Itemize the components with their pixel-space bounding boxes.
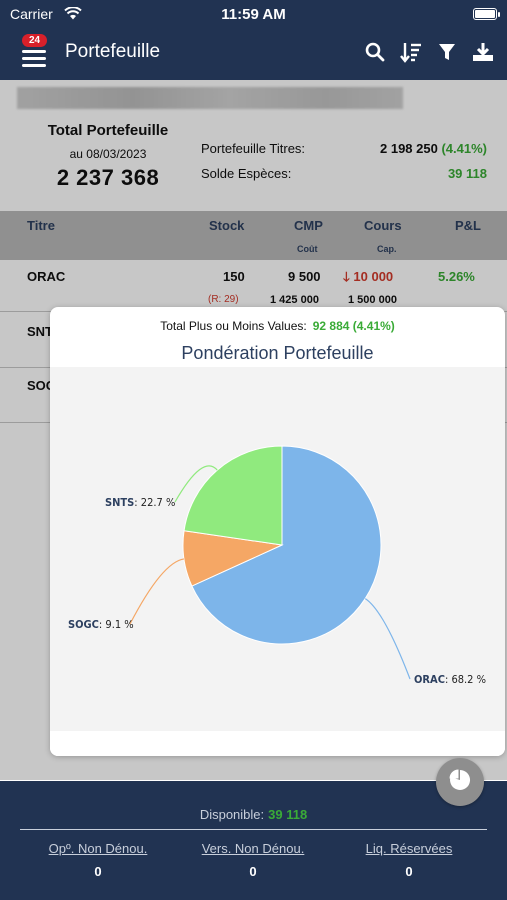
battery-icon [473, 8, 500, 20]
row-stock: 150 [223, 269, 245, 284]
pv-label: Total Plus ou Moins Values: [160, 319, 307, 333]
total-value: 2 237 368 [56, 165, 160, 190]
search-icon[interactable] [363, 40, 387, 64]
weighting-popup: Total Plus ou Moins Values: 92 884 (4.41%… [50, 307, 505, 756]
nav-bar: 24 Portefeuille [0, 32, 507, 72]
account-name-blurred [17, 87, 403, 109]
row-reserve: (R: 29) [208, 294, 239, 305]
plus-minus-values: Total Plus ou Moins Values: 92 884 (4.41%… [50, 319, 505, 333]
header-pl[interactable]: P&L [455, 218, 481, 233]
row-pl: 5.26% [438, 269, 475, 284]
row-cap: 1 500 000 [348, 294, 397, 306]
download-icon[interactable] [471, 40, 495, 64]
chart-title: Pondération Portefeuille [181, 343, 374, 363]
available-balance: Disponible: 39 118 [0, 807, 507, 822]
carrier-label: Carrier [10, 6, 53, 22]
row-cours-value: 10 000 [353, 269, 394, 284]
connector-sogc [129, 558, 185, 625]
securities-amount: 2 198 250 [380, 141, 438, 156]
wifi-icon [64, 6, 82, 23]
pending-deposits-link[interactable]: Vers. Non Dénou. [201, 841, 305, 856]
slice-label-sogc: SOGC: 9.1 % [68, 618, 134, 631]
header-cout: Coût [297, 244, 318, 254]
menu-icon-line [22, 57, 46, 60]
header-cmp[interactable]: CMP [294, 218, 323, 233]
pending-operations-value: 0 [94, 864, 102, 879]
connector-snts [174, 465, 218, 503]
header-cap: Cap. [377, 244, 397, 254]
popup-footer [50, 731, 505, 756]
status-bar: Carrier 11:59 AM [10, 6, 500, 24]
header-stock[interactable]: Stock [209, 218, 245, 233]
slice-label-orac: ORAC: 68.2 % [414, 673, 486, 686]
row-titre: ORAC [27, 269, 66, 284]
pv-amount: 92 884 [312, 319, 350, 333]
menu-icon [22, 50, 46, 53]
notification-badge: 24 [22, 34, 48, 47]
row-titre: SOG [27, 378, 56, 393]
page-title: Portefeuille [65, 41, 161, 62]
table-header: Titre Stock CMP Cours P&L Coût Cap. [0, 211, 507, 260]
chart-toggle-button[interactable] [436, 758, 484, 806]
reserved-liquidity-link[interactable]: Liq. Réservées [365, 841, 453, 856]
menu-button[interactable] [20, 40, 48, 67]
cash-balance-value: 39 118 [447, 166, 487, 181]
pv-value: 92 884 (4.41%) [313, 319, 395, 333]
row-cours: 🡓 10 000 [343, 268, 393, 290]
row-cmp: 9 500 [288, 269, 321, 284]
cash-balance-label: Solde Espèces: [201, 166, 292, 181]
row-titre: SNT [27, 324, 53, 339]
available-label: Disponible: [199, 807, 265, 822]
status-time: 11:59 AM [221, 6, 286, 23]
slice-label-snts: SNTS: 22.7 % [105, 496, 175, 509]
nav-actions [363, 40, 495, 64]
header-cours[interactable]: Cours [364, 218, 402, 233]
total-portfolio: Total Portefeuille au 08/03/2023 2 237 3… [18, 122, 198, 191]
pending-operations-link[interactable]: Opº. Non Dénou. [48, 841, 148, 856]
pending-deposits-value: 0 [249, 864, 257, 879]
divider [20, 829, 487, 830]
top-bar: Carrier 11:59 AM 24 Portefeuille [0, 0, 507, 80]
pie-chart-area: ORAC: 68.2 % SOGC: 9.1 % SNTS: 22.7 % [50, 367, 505, 731]
pie-chart: ORAC: 68.2 % SOGC: 9.1 % SNTS: 22.7 % [68, 445, 486, 686]
total-date: au 08/03/2023 [69, 147, 147, 161]
portfolio-securities-value: 2 198 250 (4.41%) [380, 141, 487, 156]
pv-percent: (4.41%) [352, 319, 395, 333]
menu-icon-line [22, 64, 46, 67]
total-title: Total Portefeuille [47, 122, 169, 139]
sort-icon[interactable] [399, 40, 423, 64]
connector-orac [364, 598, 411, 680]
pie-slice-snts[interactable] [183, 445, 283, 546]
bottom-panel: Disponible: 39 118 Opº. Non Dénou. Vers. … [0, 781, 507, 900]
securities-percent: (4.41%) [441, 141, 487, 156]
available-value: 39 118 [268, 807, 308, 822]
portfolio-securities-label: Portefeuille Titres: [201, 141, 306, 156]
row-cout: 1 425 000 [270, 294, 319, 306]
header-titre[interactable]: Titre [27, 218, 55, 233]
arrow-down-icon: 🡓 [343, 269, 350, 284]
reserved-liquidity-value: 0 [405, 864, 413, 879]
pie-chart-icon [449, 769, 471, 796]
table-row[interactable]: ORAC 150 9 500 🡓 10 000 5.26% (R: 29) 1 … [0, 260, 507, 312]
filter-icon[interactable] [435, 40, 459, 64]
